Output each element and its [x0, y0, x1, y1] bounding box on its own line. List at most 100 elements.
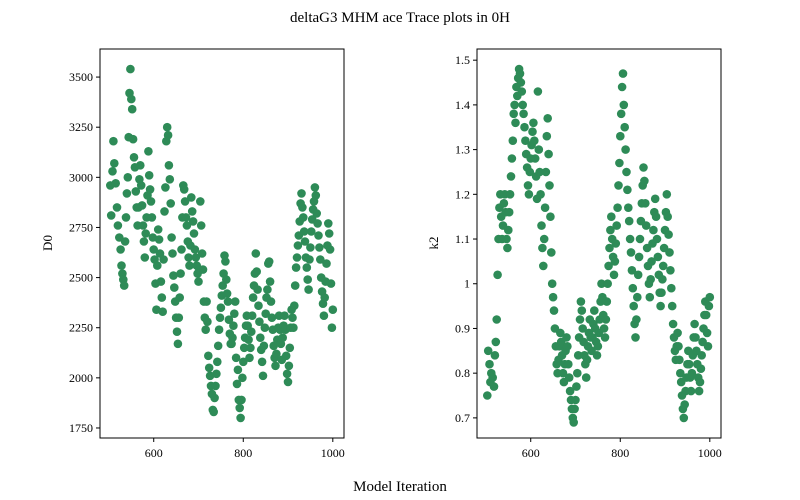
data-point: [506, 172, 516, 181]
data-point: [657, 288, 666, 298]
data-point: [154, 235, 164, 244]
k2-points: [483, 64, 715, 427]
data-point: [136, 161, 145, 170]
data-point: [188, 217, 198, 226]
data-point: [601, 315, 611, 324]
data-point: [548, 292, 558, 302]
data-point: [607, 212, 616, 221]
data-point: [694, 386, 704, 396]
data-point: [641, 221, 651, 230]
y-tick-label: 2750: [69, 220, 93, 234]
y-tick-label: 1750: [69, 421, 93, 435]
data-point: [213, 357, 222, 367]
data-point: [149, 245, 158, 254]
data-point: [684, 359, 694, 369]
data-point: [640, 176, 649, 186]
data-point: [605, 243, 614, 253]
y-tick-label: 1.5: [455, 53, 470, 67]
data-point: [649, 225, 658, 235]
figure-title: deltaG3 MHM ace Trace plots in 0H: [290, 10, 510, 26]
data-point: [627, 266, 637, 275]
data-point: [610, 257, 620, 266]
y-tick-label: 1.2: [455, 187, 470, 201]
d0-points: [106, 64, 338, 423]
data-point: [564, 359, 573, 369]
data-point: [266, 297, 276, 306]
data-point: [668, 319, 678, 329]
data-point: [696, 364, 706, 374]
data-point: [172, 327, 182, 337]
data-point: [179, 185, 189, 194]
data-point: [281, 351, 291, 361]
data-point: [123, 173, 133, 182]
data-point: [191, 253, 201, 262]
data-point: [263, 285, 272, 294]
data-point: [109, 136, 118, 146]
data-point: [141, 229, 150, 238]
data-point: [493, 270, 502, 280]
data-point: [116, 245, 125, 254]
data-point: [304, 285, 313, 294]
data-point: [570, 404, 579, 414]
data-point: [320, 293, 330, 302]
data-point: [635, 234, 645, 244]
data-point: [629, 301, 638, 311]
data-point: [652, 234, 662, 244]
data-point: [502, 234, 511, 244]
data-point: [215, 313, 225, 323]
data-point: [582, 355, 592, 365]
data-point: [504, 207, 514, 217]
data-point: [614, 181, 623, 190]
data-point: [539, 261, 548, 271]
data-point: [626, 248, 636, 257]
data-point: [577, 306, 587, 315]
data-point: [536, 190, 545, 199]
data-point: [704, 301, 714, 311]
data-point: [211, 381, 220, 391]
data-point: [597, 279, 606, 289]
data-point: [631, 333, 640, 342]
data-point: [483, 391, 492, 400]
data-point: [573, 368, 582, 378]
data-point: [326, 279, 336, 288]
data-point: [540, 203, 550, 212]
data-point: [515, 69, 525, 78]
data-point: [259, 341, 269, 351]
data-point: [285, 343, 295, 353]
data-point: [530, 136, 539, 145]
data-point: [613, 203, 622, 212]
data-point: [572, 382, 581, 391]
data-point: [534, 145, 544, 154]
data-point: [108, 167, 117, 176]
data-point: [489, 382, 499, 391]
data-point: [299, 227, 309, 236]
x-tick-label: 600: [522, 446, 540, 460]
data-point: [556, 328, 565, 338]
data-point: [140, 253, 150, 262]
data-point: [535, 167, 544, 177]
data-point: [319, 311, 329, 321]
data-point: [278, 333, 288, 343]
data-point: [247, 327, 256, 337]
data-point: [216, 303, 226, 313]
data-point: [328, 305, 338, 315]
data-point: [144, 147, 153, 156]
data-point: [641, 199, 650, 208]
data-point: [161, 183, 170, 192]
data-point: [558, 368, 568, 378]
data-point: [254, 301, 263, 311]
data-point: [289, 323, 298, 333]
data-point: [647, 257, 656, 266]
data-point: [609, 270, 619, 280]
data-point: [264, 257, 274, 266]
data-point: [324, 219, 333, 228]
data-point: [615, 158, 624, 168]
data-point: [165, 175, 175, 184]
data-point: [175, 293, 184, 302]
data-point: [619, 100, 629, 110]
data-point: [182, 221, 192, 230]
data-point: [298, 203, 307, 212]
y-tick-label: 2500: [69, 271, 93, 285]
data-point: [528, 127, 537, 136]
y-tick-label: 2000: [69, 371, 93, 385]
